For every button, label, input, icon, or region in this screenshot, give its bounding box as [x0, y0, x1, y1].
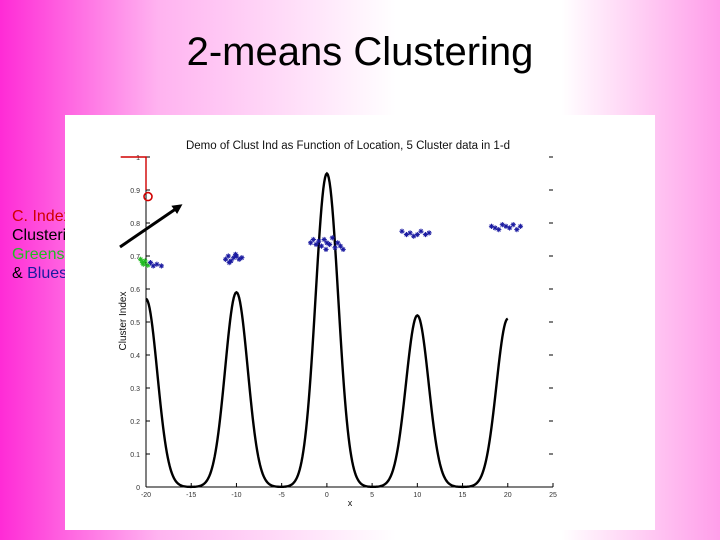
blue-point	[225, 253, 231, 259]
blue-point	[399, 228, 405, 234]
blue-point	[506, 225, 513, 231]
slide-title: 2-means Clustering	[186, 30, 534, 74]
blue-point	[514, 227, 520, 233]
y-tick-label: 0.6	[130, 287, 140, 294]
x-tick-label: 5	[370, 492, 374, 499]
x-tick-label: 25	[549, 492, 557, 499]
markers	[120, 156, 153, 202]
y-tick-label: 0.7	[130, 254, 140, 261]
x-tick-label: -20	[141, 492, 151, 499]
y-tick-label: 0.4	[130, 353, 140, 360]
blue-point	[239, 255, 245, 261]
y-axis-label: Cluster Index	[118, 292, 129, 351]
density-curve	[145, 171, 509, 489]
blue-point	[323, 246, 329, 252]
x-tick-label: -15	[186, 492, 196, 499]
blue-point	[496, 227, 502, 233]
chart: Demo of Clust Ind as Function of Locatio…	[118, 140, 557, 508]
blue-point	[316, 238, 322, 244]
blue-point	[517, 223, 524, 229]
blue-point	[154, 261, 160, 267]
y-tick-label: 0.2	[130, 419, 140, 426]
blue-point	[310, 236, 316, 243]
y-tick-label: 1	[136, 155, 140, 162]
ticks: 0 0.1 0.2 0.3 0.4 0.5 0.6 0.7 0.8 0.9 1 -20 -15 -10 -5…	[130, 155, 557, 499]
blue-point	[414, 231, 420, 238]
greens-label: Greens	[12, 246, 65, 263]
x-tick-label: 0	[325, 492, 329, 499]
y-tick-label: 0.8	[130, 221, 140, 228]
y-tick-label: 0.5	[130, 320, 140, 327]
cluster-index-label: C. Index	[12, 208, 72, 225]
blue-point	[407, 230, 413, 236]
blue-point	[226, 260, 232, 266]
green-point	[139, 260, 145, 266]
x-tick-label: -10	[231, 492, 241, 499]
annotation-line-4-prefix: &	[12, 265, 28, 282]
blue-point	[329, 235, 335, 241]
x-tick-label: 10	[413, 492, 421, 499]
blue-point	[340, 246, 346, 252]
blue-point	[158, 263, 164, 269]
x-tick-label: -5	[279, 492, 285, 499]
x-tick-label: 20	[504, 492, 512, 499]
blues-label: Blues	[27, 265, 68, 282]
x-tick-label: 15	[459, 492, 467, 499]
blue-point	[318, 243, 325, 249]
plot-panel: Demo of Clust Ind as Function of Locatio…	[65, 115, 655, 530]
y-tick-label: 0.1	[130, 452, 140, 459]
y-tick-label: 0.3	[130, 386, 140, 393]
blue-point	[426, 230, 432, 236]
blue-point	[418, 228, 424, 234]
blue-point	[510, 222, 516, 228]
points	[137, 222, 524, 269]
blue-point	[327, 241, 333, 248]
y-tick-label: 0.9	[130, 188, 140, 195]
blue-point	[232, 251, 239, 257]
annotation-line-4: & Blues	[12, 264, 122, 283]
x-axis-label: x	[348, 498, 353, 508]
chart-title: Demo of Clust Ind as Function of Locatio…	[186, 140, 510, 152]
cluster-index-line	[120, 156, 147, 190]
blue-point	[332, 245, 338, 251]
y-tick-label: 0	[136, 485, 140, 492]
cluster-index-marker	[143, 191, 153, 202]
